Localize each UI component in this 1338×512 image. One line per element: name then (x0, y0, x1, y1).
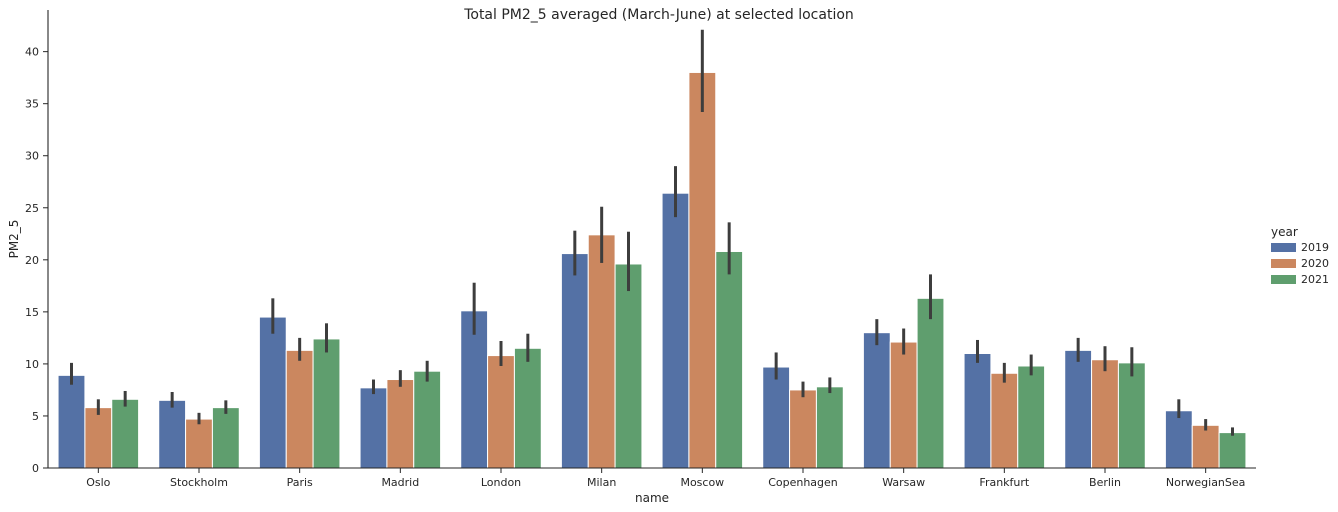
bar-oslo-2021 (111, 398, 140, 469)
bar-frankfurt-2020 (990, 372, 1019, 469)
bar-milan-2021 (614, 263, 643, 469)
y-tick-label: 35 (25, 98, 39, 111)
y-tick-label: 30 (25, 150, 39, 163)
y-tick-label: 25 (25, 202, 39, 215)
bar-madrid-2019 (359, 387, 388, 469)
bar-london-2019 (460, 310, 489, 469)
x-tick-label: Moscow (680, 476, 724, 489)
y-axis-label: PM2_5 (7, 220, 21, 259)
bar-norwegiansea-2021 (1218, 432, 1247, 469)
x-tick-label: Berlin (1089, 476, 1121, 489)
y-tick-label: 10 (25, 358, 39, 371)
bar-copenhagen-2019 (762, 366, 791, 469)
bar-stockholm-2020 (185, 418, 213, 469)
bar-london-2021 (513, 347, 542, 469)
bar-paris-2019 (258, 316, 287, 469)
bar-london-2020 (487, 355, 515, 469)
bar-madrid-2020 (386, 379, 415, 469)
bar-warsaw-2019 (862, 332, 891, 469)
bar-berlin-2021 (1117, 362, 1146, 469)
x-tick-label: Oslo (86, 476, 110, 489)
legend: year 2019 2020 2021 (1271, 225, 1329, 286)
x-axis-label: name (635, 491, 669, 505)
x-tick-label: Frankfurt (979, 476, 1029, 489)
x-tick-label: London (481, 476, 521, 489)
bar-madrid-2021 (413, 370, 442, 469)
x-tick-label: Milan (587, 476, 616, 489)
x-tick-label: Stockholm (170, 476, 228, 489)
y-tick-label: 20 (25, 254, 39, 267)
bar-paris-2021 (312, 338, 341, 469)
y-axis-ticks: 0 5 10 15 20 25 30 35 40 (25, 46, 48, 475)
y-tick-label: 15 (25, 306, 39, 319)
bar-moscow-2021 (715, 250, 744, 469)
bar-milan-2019 (560, 253, 589, 469)
bar-milan-2020 (587, 234, 616, 469)
chart-title: Total PM2_5 averaged (March-June) at sel… (463, 7, 854, 23)
bar-warsaw-2020 (889, 341, 918, 469)
x-axis-ticks: Oslo Stockholm Paris Madrid London Milan Mosco… (86, 468, 1245, 489)
x-tick-label: Paris (287, 476, 313, 489)
bar-berlin-2020 (1091, 359, 1119, 469)
bar-copenhagen-2021 (815, 386, 844, 469)
bar-stockholm-2019 (158, 399, 187, 469)
legend-title: year (1271, 225, 1298, 239)
x-tick-label: NorwegianSea (1166, 476, 1246, 489)
bar-moscow-2019 (661, 192, 690, 469)
error-bars-layer (69, 29, 1235, 436)
bar-norwegiansea-2019 (1164, 410, 1193, 469)
y-tick-label: 0 (32, 462, 39, 475)
bar-berlin-2019 (1064, 349, 1093, 469)
bar-frankfurt-2021 (1017, 365, 1046, 469)
bar-moscow-2020 (688, 71, 717, 469)
bar-warsaw-2021 (916, 297, 945, 469)
legend-swatch-2020 (1271, 259, 1296, 268)
bar-copenhagen-2020 (789, 389, 817, 469)
bar-frankfurt-2019 (963, 353, 992, 469)
bar-paris-2020 (285, 349, 314, 469)
legend-swatch-2019 (1271, 243, 1296, 252)
y-tick-label: 40 (25, 46, 39, 59)
x-tick-label: Madrid (381, 476, 419, 489)
bar-norwegiansea-2020 (1191, 424, 1220, 469)
bars-layer (57, 71, 1247, 469)
legend-label-2021: 2021 (1301, 273, 1329, 286)
legend-label-2020: 2020 (1301, 257, 1329, 270)
x-tick-label: Warsaw (882, 476, 925, 489)
bar-oslo-2020 (84, 407, 113, 469)
bar-stockholm-2021 (211, 407, 240, 469)
legend-swatch-2021 (1271, 275, 1296, 284)
legend-label-2019: 2019 (1301, 241, 1329, 254)
bar-oslo-2019 (57, 374, 86, 469)
y-tick-label: 5 (32, 410, 39, 423)
x-tick-label: Copenhagen (768, 476, 838, 489)
